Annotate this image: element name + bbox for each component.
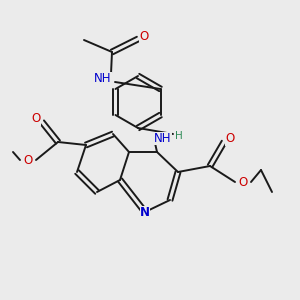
Text: O: O bbox=[140, 29, 148, 43]
Text: O: O bbox=[225, 133, 235, 146]
Text: O: O bbox=[238, 176, 247, 188]
Text: NH: NH bbox=[94, 71, 112, 85]
Text: O: O bbox=[23, 154, 33, 166]
Text: O: O bbox=[32, 112, 40, 125]
Text: N: N bbox=[140, 206, 150, 218]
Text: NH: NH bbox=[154, 131, 172, 145]
Text: H: H bbox=[175, 131, 183, 141]
